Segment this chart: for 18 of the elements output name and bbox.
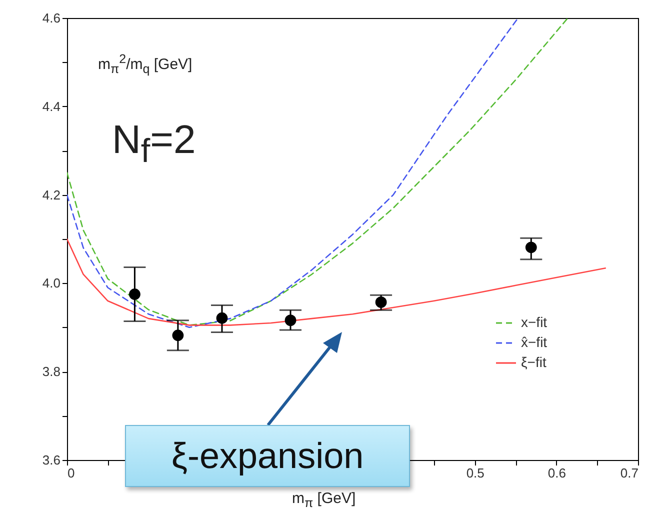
y-tick-label: 4.0 — [42, 276, 60, 291]
y-tick-label: 4.6 — [42, 10, 60, 26]
y-tick-label: 3.8 — [42, 364, 60, 380]
annotation: N$_{f}$=2 — [112, 118, 196, 171]
y-tick-label: 4.4 — [42, 98, 60, 114]
y-axis-title: m$_{π}$$^{2}$/m$_{q}$ [GeV] — [98, 52, 192, 76]
y-tick-label: 3.6 — [42, 452, 60, 468]
x-tick-label: 0.5 — [466, 466, 484, 480]
legend-label: x̂−fit — [521, 334, 548, 350]
x-tick-label: 0.6 — [548, 466, 566, 480]
x-tick-label: 0 — [68, 466, 75, 480]
line-series — [67, 238, 606, 326]
legend-label: ξ−fit — [521, 354, 546, 370]
annotation: ξ-expansion — [125, 425, 410, 487]
x-axis-title: m$_{π}$ [GeV] — [292, 490, 356, 510]
legend-label: x−fit — [521, 314, 548, 330]
x-tick-label: 0.7 — [620, 466, 638, 480]
y-tick-label: 4.2 — [42, 187, 60, 202]
